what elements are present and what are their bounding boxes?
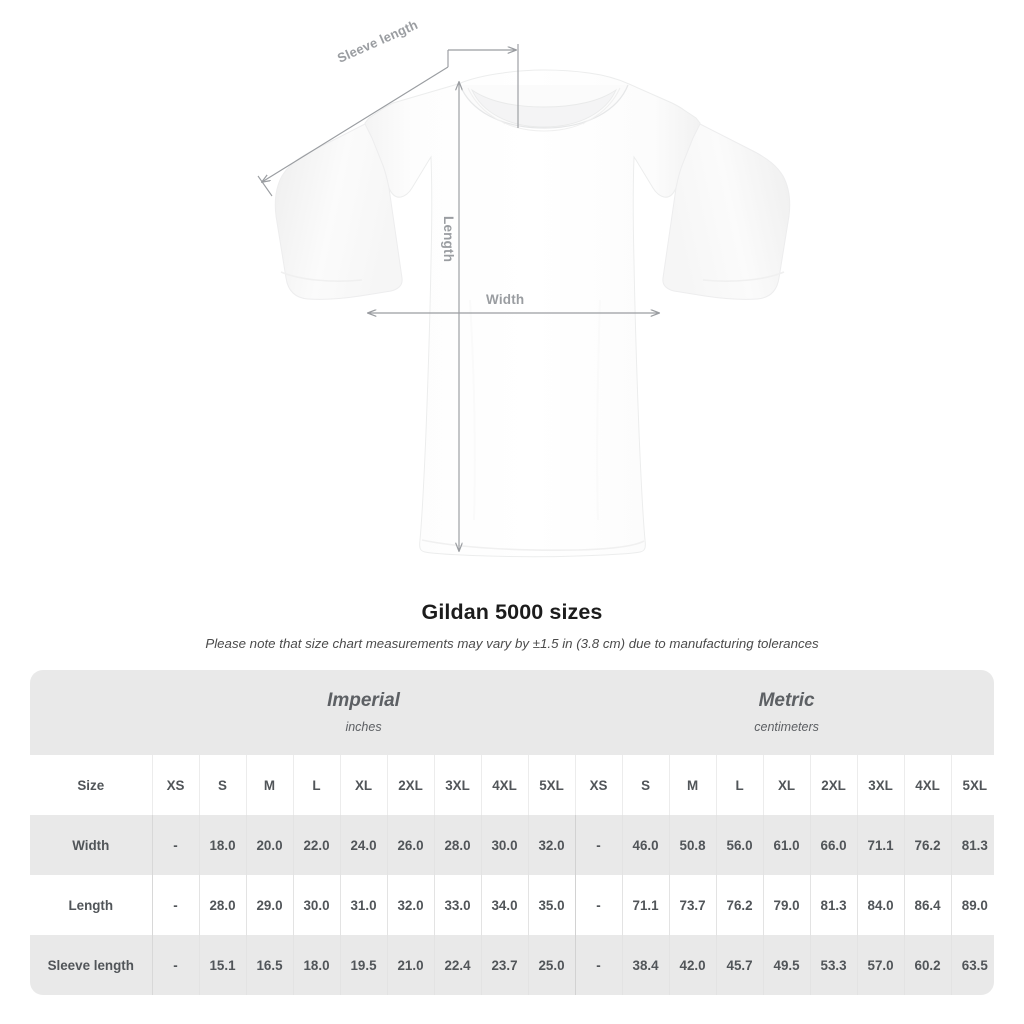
- sleeve-imperial-M: 16.5: [245, 935, 293, 995]
- size-header-metric-5XL: 5XL: [950, 755, 994, 815]
- width-imperial-4XL: 30.0: [480, 815, 528, 875]
- size-header-imperial-5XL: 5XL: [527, 755, 576, 815]
- width-imperial-S: 18.0: [198, 815, 246, 875]
- table-row: Width - 18.0 20.0 22.0 24.0 26.0 28.0 30…: [30, 815, 994, 875]
- size-header-imperial-S: S: [198, 755, 246, 815]
- length-metric-XS: -: [574, 875, 623, 935]
- width-imperial-3XL: 28.0: [433, 815, 481, 875]
- tshirt-illustration: [257, 44, 791, 558]
- sleeve-metric-2XL: 53.3: [809, 935, 858, 995]
- length-imperial-S: 28.0: [198, 875, 246, 935]
- size-header-imperial-4XL: 4XL: [480, 755, 528, 815]
- size-header-imperial-XL: XL: [339, 755, 387, 815]
- length-metric-S: 71.1: [621, 875, 670, 935]
- unit-header-imperial: Imperial inches: [152, 670, 575, 755]
- width-label: Width: [486, 292, 525, 307]
- title-block: Gildan 5000 sizes Please note that size …: [0, 600, 1024, 651]
- size-header-metric-XS: XS: [574, 755, 623, 815]
- width-metric-XL: 61.0: [762, 815, 811, 875]
- length-imperial-XL: 31.0: [339, 875, 387, 935]
- width-imperial-XL: 24.0: [339, 815, 387, 875]
- width-metric-M: 50.8: [668, 815, 717, 875]
- dimension-lines: [257, 44, 659, 551]
- length-imperial-5XL: 35.0: [527, 875, 576, 935]
- metric-system-name: Metric: [758, 690, 815, 712]
- sleeve-imperial-S: 15.1: [198, 935, 246, 995]
- sleeve-metric-S: 38.4: [621, 935, 670, 995]
- length-imperial-2XL: 32.0: [386, 875, 434, 935]
- unit-header-spacer: [30, 670, 152, 755]
- width-metric-2XL: 66.0: [809, 815, 858, 875]
- length-metric-4XL: 86.4: [903, 875, 952, 935]
- length-imperial-XS: -: [151, 875, 199, 935]
- size-header-metric-M: M: [668, 755, 717, 815]
- sleeve-metric-XL: 49.5: [762, 935, 811, 995]
- sleeve-metric-XS: -: [574, 935, 623, 995]
- size-header-metric-S: S: [621, 755, 670, 815]
- table-row: Sleeve length - 15.1 16.5 18.0 19.5 21.0…: [30, 935, 994, 995]
- sleeve-imperial-3XL: 22.4: [433, 935, 481, 995]
- size-header-imperial-3XL: 3XL: [433, 755, 481, 815]
- size-header-row: Size XS S M L XL 2XL 3XL 4XL 5XL XS S M …: [30, 755, 994, 815]
- size-chart-table: Imperial inches Metric centimeters Size …: [30, 670, 994, 995]
- imperial-system-unit: inches: [345, 719, 382, 734]
- width-metric-L: 56.0: [715, 815, 764, 875]
- width-metric-5XL: 81.3: [950, 815, 994, 875]
- length-metric-2XL: 81.3: [809, 875, 858, 935]
- sleeve-imperial-XS: -: [151, 935, 199, 995]
- length-metric-XL: 79.0: [762, 875, 811, 935]
- length-metric-L: 76.2: [715, 875, 764, 935]
- sleeve-metric-3XL: 57.0: [856, 935, 905, 995]
- length-imperial-M: 29.0: [245, 875, 293, 935]
- row-label-sleeve-length: Sleeve length: [47, 957, 134, 973]
- size-header-metric-2XL: 2XL: [809, 755, 858, 815]
- sleeve-metric-L: 45.7: [715, 935, 764, 995]
- unit-header-metric: Metric centimeters: [575, 670, 994, 755]
- length-imperial-L: 30.0: [292, 875, 340, 935]
- metric-system-unit: centimeters: [754, 719, 819, 734]
- width-metric-3XL: 71.1: [856, 815, 905, 875]
- length-metric-M: 73.7: [668, 875, 717, 935]
- sleeve-imperial-XL: 19.5: [339, 935, 387, 995]
- size-header-imperial-XS: XS: [151, 755, 199, 815]
- length-metric-3XL: 84.0: [856, 875, 905, 935]
- size-header-label: Size: [77, 777, 105, 793]
- size-header-imperial-2XL: 2XL: [386, 755, 434, 815]
- sleeve-imperial-2XL: 21.0: [386, 935, 434, 995]
- page-subtitle: Please note that size chart measurements…: [205, 636, 819, 651]
- length-imperial-4XL: 34.0: [480, 875, 528, 935]
- width-metric-4XL: 76.2: [903, 815, 952, 875]
- row-label-width: Width: [72, 837, 110, 853]
- width-metric-XS: -: [574, 815, 623, 875]
- unit-system-header-row: Imperial inches Metric centimeters: [30, 670, 994, 755]
- size-header-metric-L: L: [715, 755, 764, 815]
- table-row: Length - 28.0 29.0 30.0 31.0 32.0 33.0 3…: [30, 875, 994, 935]
- width-metric-S: 46.0: [621, 815, 670, 875]
- length-metric-5XL: 89.0: [950, 875, 994, 935]
- page-title: Gildan 5000 sizes: [421, 600, 603, 624]
- size-header-metric-XL: XL: [762, 755, 811, 815]
- width-imperial-5XL: 32.0: [527, 815, 576, 875]
- width-imperial-XS: -: [151, 815, 199, 875]
- sleeve-length-arrow: [262, 66, 449, 182]
- sleeve-imperial-5XL: 25.0: [527, 935, 576, 995]
- size-header-imperial-L: L: [292, 755, 340, 815]
- sleeve-metric-4XL: 60.2: [903, 935, 952, 995]
- length-label: Length: [441, 216, 456, 263]
- tshirt-diagram: Sleeve length Length Width: [257, 17, 791, 558]
- size-header-imperial-M: M: [245, 755, 293, 815]
- size-header-metric-3XL: 3XL: [856, 755, 905, 815]
- imperial-system-name: Imperial: [327, 690, 400, 712]
- width-imperial-M: 20.0: [245, 815, 293, 875]
- size-header-metric-4XL: 4XL: [903, 755, 952, 815]
- sleeve-metric-5XL: 63.5: [950, 935, 994, 995]
- width-imperial-L: 22.0: [292, 815, 340, 875]
- length-imperial-3XL: 33.0: [433, 875, 481, 935]
- sleeve-imperial-4XL: 23.7: [480, 935, 528, 995]
- sleeve-metric-M: 42.0: [668, 935, 717, 995]
- row-label-length: Length: [68, 897, 114, 913]
- width-imperial-2XL: 26.0: [386, 815, 434, 875]
- sleeve-imperial-L: 18.0: [292, 935, 340, 995]
